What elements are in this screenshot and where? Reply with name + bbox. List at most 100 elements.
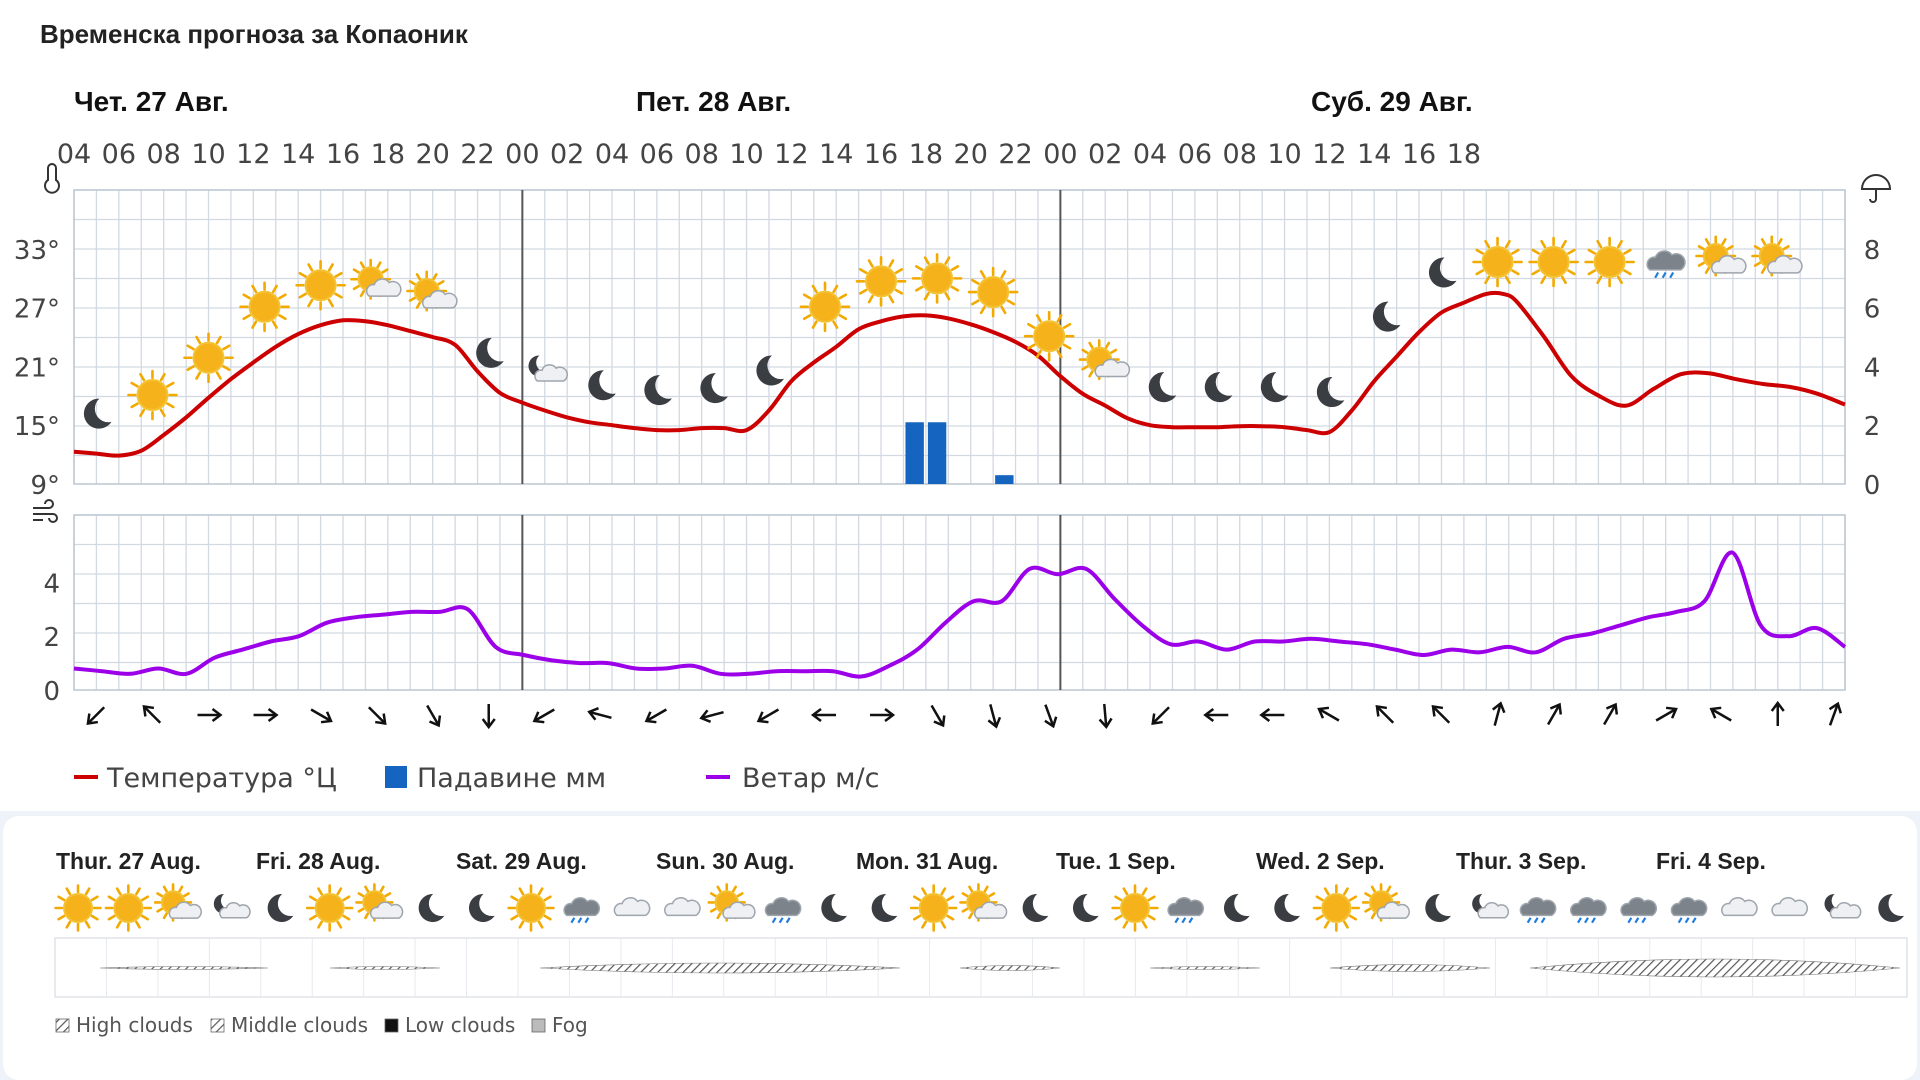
wind-direction-arrow [699, 709, 724, 723]
sun-icon [1111, 884, 1159, 932]
y-tick-precipitation: 8 [1864, 236, 1881, 266]
sun-icon [1528, 236, 1579, 288]
sun-icon [855, 256, 907, 307]
sun-cloud-icon [1361, 883, 1410, 922]
wind-direction-arrow [870, 708, 896, 722]
y-tick-temperature: 15° [14, 412, 60, 442]
wind-direction-arrow [1044, 704, 1058, 729]
wind-direction-arrow [810, 708, 836, 722]
wind-direction-arrow [142, 705, 162, 724]
sun-icon [183, 332, 234, 384]
hour-label: 06 [1178, 139, 1212, 170]
wind-direction-arrow [481, 704, 496, 730]
cloud-legend-label: Middle clouds [231, 1013, 368, 1037]
moon-icon [83, 398, 112, 429]
sun-icon [1472, 236, 1523, 288]
plot-frame [73, 189, 1846, 485]
wind-direction-arrow [310, 708, 333, 724]
wind-direction-arrow [1431, 705, 1451, 724]
sun-cloud-icon [1078, 339, 1131, 381]
cloud-legend-label: High clouds [76, 1013, 193, 1037]
moon-icon [1223, 893, 1250, 922]
sun-icon [104, 884, 153, 932]
sun-cloud-icon [355, 883, 404, 922]
moon-icon [644, 375, 672, 406]
y-tick-precipitation: 4 [1864, 353, 1881, 383]
moon-icon [1022, 893, 1049, 922]
sun-icon [507, 884, 555, 932]
moon-icon [1148, 372, 1177, 403]
y-tick-wind: 0 [43, 677, 60, 707]
y-tick-wind: 2 [43, 623, 60, 653]
moon-icon [871, 893, 898, 922]
moon-cloud-icon [528, 355, 569, 382]
legend-precipitation-swatch [385, 766, 407, 788]
hour-label: 10 [1267, 139, 1301, 170]
moon-icon [1260, 372, 1289, 403]
wind-direction-arrow [86, 706, 106, 725]
cloud-band [1149, 966, 1261, 970]
sun-cloud-icon [959, 883, 1008, 922]
y-tick-precipitation: 6 [1864, 295, 1881, 325]
sun-cloud-icon [153, 883, 202, 922]
wind-direction-arrow [587, 707, 612, 721]
wind-direction-arrow [756, 708, 780, 724]
hour-label: 14 [819, 139, 853, 170]
umbrella-icon [1860, 174, 1892, 203]
wind-direction-arrow [253, 708, 279, 722]
rain-cloud-icon [1620, 897, 1658, 924]
precipitation-bar [905, 422, 924, 484]
hour-label: 06 [102, 139, 136, 170]
wind-direction-arrow [426, 704, 442, 728]
hour-label: 20 [954, 139, 988, 170]
moon-icon [1425, 893, 1451, 922]
moon-icon [588, 370, 616, 401]
wind-direction-arrow [1259, 708, 1285, 722]
hour-label: 18 [1447, 139, 1481, 170]
hour-label: 08 [685, 139, 719, 170]
hour-label: 16 [1402, 139, 1436, 170]
wind-direction-arrow [197, 708, 223, 722]
moon-icon [1428, 257, 1457, 288]
moon-icon [468, 893, 495, 922]
moon-icon [1274, 893, 1300, 922]
thermometer-icon [44, 163, 60, 194]
hour-label: 02 [550, 139, 584, 170]
cloud-band [1329, 964, 1491, 972]
moon-icon [1072, 893, 1099, 922]
cloud-band [539, 962, 901, 974]
overview-day-7: Thur. 3 Sep. [1456, 848, 1586, 874]
moon-icon [267, 893, 294, 922]
cloud-band [1529, 958, 1901, 978]
y-tick-temperature: 27° [14, 295, 60, 325]
hour-label: 16 [326, 139, 360, 170]
wind-series-line [73, 550, 1847, 679]
moon-icon [476, 337, 504, 368]
cloud-band [959, 965, 1061, 971]
wind-direction-arrow [1151, 706, 1170, 725]
wind-direction-arrow [1546, 702, 1563, 726]
rain-cloud-icon [563, 897, 601, 924]
plot-frame [73, 514, 1846, 691]
rain-cloud-icon [764, 897, 802, 924]
legend: Температура °Ц Падавине мм Ветар м/с [74, 763, 879, 794]
overview-day-1: Fri. 28 Aug. [256, 848, 380, 874]
cloud-icon [1720, 897, 1758, 917]
wind-direction-arrow [1709, 706, 1732, 722]
cloud-legend-swatch [210, 1018, 225, 1033]
page-title: Временска прогноза за Копаоник [40, 19, 469, 49]
cloud-legend-swatch [55, 1018, 70, 1033]
hour-label: 14 [281, 139, 315, 170]
hour-label: 10 [191, 139, 225, 170]
hour-label: 18 [909, 139, 943, 170]
cloud-legend-swatch [384, 1018, 399, 1033]
hour-label: 00 [505, 139, 539, 170]
overview-day-0: Thur. 27 Aug. [56, 848, 201, 874]
overview-day-3: Sun. 30 Aug. [656, 848, 794, 874]
sun-icon [239, 281, 290, 333]
wind-direction-arrow [644, 708, 668, 724]
wind-direction-arrow [987, 704, 1002, 729]
overview-day-8: Fri. 4 Sep. [1656, 848, 1766, 874]
hour-label: 04 [57, 139, 91, 170]
